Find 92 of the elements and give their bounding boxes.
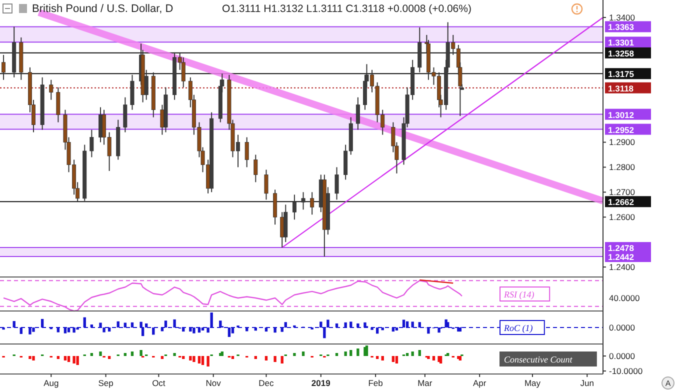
bar [140,350,142,356]
candlestick [254,154,258,183]
bar [28,356,32,359]
bar [130,352,134,356]
bar [189,356,192,360]
bar [173,353,176,356]
x-tick-label: May [524,378,542,388]
bar [335,353,338,356]
bar [198,356,201,364]
bar [90,353,94,356]
x-tick-label: Jun [580,378,594,388]
ref-line-label: 1.2952 [608,124,634,135]
candlestick [264,169,268,200]
ref-line-label: 1.2442 [608,252,634,262]
y-tick-label: 1.2700 [609,187,636,198]
y-tick-label: 1.3400 [609,12,636,22]
y-tick-label: 0.0000 [609,351,636,361]
ref-line-label: 1.3175 [608,69,634,80]
chart-subtitle: O1.3111 H1.3132 L1.3111 C1.3118 +0.0008 (+0.06%) [222,3,472,15]
y-tick-label: 1.2800 [609,162,636,172]
ref-line-label: 1.3012 [608,110,634,120]
candlestick [356,96,360,130]
bar [160,356,164,359]
x-tick-label: Aug [44,378,59,388]
bar [392,356,395,362]
chart-title: British Pound / U.S. Dollar, D [32,3,174,15]
bar [182,356,185,359]
bar [395,356,398,364]
x-tick-label: Dec [258,378,275,388]
candlestick [273,189,278,226]
y-tick-label: 1.2900 [609,137,636,148]
ref-line-label: 1.3118 [608,83,634,94]
text: A [665,379,672,388]
x-tick-label: Mar [418,378,432,388]
bar [350,350,352,356]
x-tick-label: Apr [472,378,486,388]
ref-line-label: 1.2662 [608,197,634,208]
text: RSI (14) [503,290,534,300]
text: 40.0000 [609,293,640,303]
y-tick-label: 1.2600 [609,212,636,222]
x-tick-label: Feb [368,378,384,388]
candlestick [244,136,249,168]
y-tick-label: -10.0000 [609,366,643,376]
bar [76,356,79,365]
bar [99,352,102,356]
ref-line-label: 1.3363 [608,22,634,32]
bar [201,356,204,365]
ref-line-label: 1.2478 [608,243,634,254]
bar [72,356,76,364]
bar [376,356,379,359]
y-tick-label: 1.2400 [609,262,636,272]
x-tick-label: 2019 [311,378,331,388]
candlestick [334,166,339,200]
candlestick [56,86,60,123]
candlestick [49,79,54,100]
bar [108,356,111,359]
bar [192,356,196,362]
bar [254,356,257,359]
candlestick [130,74,134,110]
bar [432,356,436,360]
bar [418,350,421,356]
candlestick [181,56,186,88]
candlestick [310,192,314,216]
bar [293,353,296,356]
bar [56,356,60,359]
bar [206,356,210,366]
text: Consecutive Count [504,354,573,364]
candlestick [123,96,128,133]
x-tick-label: Oct [152,378,166,388]
bar [67,356,70,362]
candlestick [2,54,6,80]
bar [356,348,360,356]
candlestick [90,129,94,158]
text: RoC (1) [503,323,533,333]
bar [32,356,35,360]
ref-line-label: 1.3258 [608,48,634,58]
bar [381,356,384,360]
x-tick-label: Nov [206,378,222,388]
candlestick [301,192,306,210]
bar [406,353,409,356]
ref-line-label: 1.3301 [608,38,634,48]
bar [302,352,305,356]
bar [231,356,234,359]
bar [280,356,284,364]
bar [274,356,276,362]
bar [264,356,268,360]
bar [344,352,347,356]
bar [411,352,414,356]
x-tick-label: Sep [98,378,114,388]
bar [64,356,67,360]
candlestick [292,194,296,220]
bar [124,353,127,356]
